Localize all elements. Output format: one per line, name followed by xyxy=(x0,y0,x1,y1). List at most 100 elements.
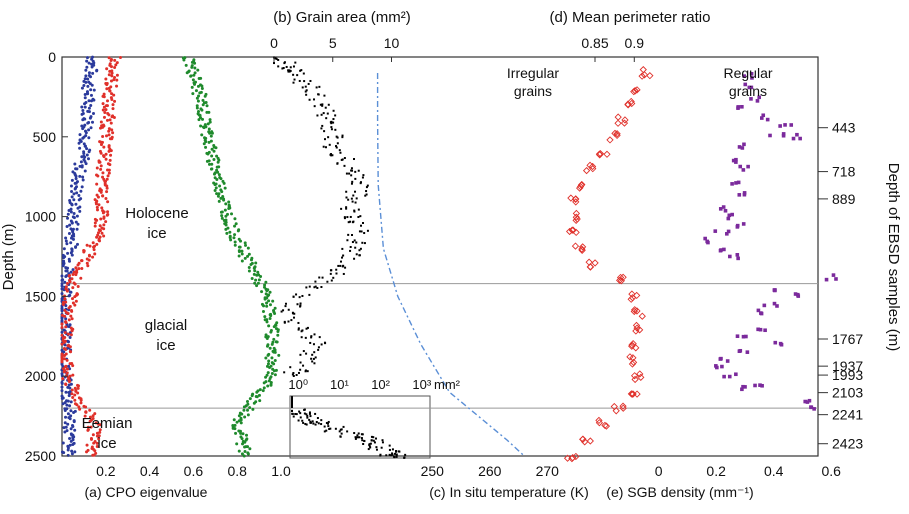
cpo-point-a1 xyxy=(69,241,73,245)
cpo-point-a3 xyxy=(233,233,237,237)
cpo-point-a1 xyxy=(76,222,80,226)
cpo-point-a2 xyxy=(95,208,99,212)
cpo-point-a1 xyxy=(91,71,95,75)
cpo-point-a1 xyxy=(86,84,90,88)
grain-point xyxy=(335,272,338,275)
perimeter-point xyxy=(624,101,632,109)
grain-point xyxy=(317,93,320,96)
cpo-point-a3 xyxy=(243,445,247,449)
sgb-point xyxy=(762,303,767,308)
cpo-point-a1 xyxy=(70,203,74,207)
cpo-point-a3 xyxy=(262,381,266,385)
cpo-point-a1 xyxy=(66,412,70,416)
cpo-point-a3 xyxy=(239,239,243,243)
cpo-point-a3 xyxy=(197,118,201,122)
sgb-point xyxy=(736,105,740,109)
cpo-point-a2 xyxy=(71,286,75,290)
cpo-point-a2 xyxy=(102,145,106,149)
cpo-point-a1 xyxy=(68,404,72,408)
inset-grain-point xyxy=(320,423,323,426)
cpo-point-a1 xyxy=(64,239,68,243)
cpo-point-a2 xyxy=(108,118,112,122)
sgb-point xyxy=(746,164,750,169)
cpo-point-a2 xyxy=(67,380,71,384)
cpo-point-a2 xyxy=(60,342,64,346)
cpo-point-a2 xyxy=(69,314,73,318)
cpo-point-a3 xyxy=(204,140,208,144)
cpo-point-a1 xyxy=(77,198,81,202)
inset-grain-point xyxy=(367,448,370,451)
cpo-point-a2 xyxy=(104,108,108,112)
grain-point xyxy=(318,276,321,279)
cpo-point-a2 xyxy=(95,235,99,239)
inset-grain-point xyxy=(391,448,394,451)
cpo-point-a1 xyxy=(82,83,86,87)
grain-point xyxy=(351,200,354,203)
cpo-point-a2 xyxy=(77,396,81,400)
sgb-point xyxy=(738,164,743,169)
perimeter-point xyxy=(628,99,636,108)
grain-point xyxy=(350,169,353,172)
perimeter-point xyxy=(606,136,614,144)
cpo-point-a2 xyxy=(110,69,114,73)
cpo-point-a2 xyxy=(65,358,69,362)
perimeter-point xyxy=(578,180,586,189)
cpo-point-a2 xyxy=(70,317,74,321)
sgb-point xyxy=(807,398,812,403)
cpo-point-a2 xyxy=(60,356,64,360)
cpo-point-a1 xyxy=(74,177,78,181)
perimeter-point xyxy=(633,307,641,315)
sgb-point xyxy=(753,383,757,388)
cpo-point-a1 xyxy=(83,77,87,81)
grain-point xyxy=(316,286,319,289)
cpo-point-a3 xyxy=(223,186,227,190)
cpo-point-a1 xyxy=(71,237,75,241)
cpo-point-a2 xyxy=(102,223,106,227)
grain-point xyxy=(326,280,329,283)
cpo-point-a1 xyxy=(79,140,83,144)
cpo-point-a2 xyxy=(93,412,97,416)
inset-grain-point xyxy=(299,412,302,415)
cpo-point-a3 xyxy=(197,94,201,98)
sgb-point xyxy=(725,232,729,236)
perimeter-point xyxy=(573,215,581,223)
inset-grain-point xyxy=(291,399,293,402)
grain-point xyxy=(283,320,286,323)
annotation-eemian: Eemian xyxy=(82,415,133,432)
perimeter-point xyxy=(582,166,591,175)
cpo-point-a3 xyxy=(208,118,212,122)
cpo-tick-label: 0.8 xyxy=(227,463,247,479)
cpo-point-a1 xyxy=(83,102,87,106)
climate-dividers xyxy=(62,283,818,409)
cpo-point-a1 xyxy=(61,402,65,406)
inset-grain-point xyxy=(314,423,317,426)
sgb-point xyxy=(728,254,732,259)
grain-point xyxy=(274,57,277,60)
cpo-point-a3 xyxy=(262,304,266,308)
cpo-point-a3 xyxy=(233,224,237,228)
grain-point xyxy=(332,121,335,124)
perimeter-tick-label: 0.85 xyxy=(581,35,608,51)
cpo-point-a2 xyxy=(104,157,108,161)
sgb-point xyxy=(741,168,746,172)
cpo-point-a2 xyxy=(112,115,116,119)
label-perimeter-axis: (d) Mean perimeter ratio xyxy=(550,9,711,26)
grain-point xyxy=(293,312,296,315)
sgb-point xyxy=(775,304,779,308)
cpo-point-a1 xyxy=(60,396,64,400)
perimeter-point xyxy=(616,273,625,282)
cpo-point-a2 xyxy=(113,75,117,79)
perimeter-point xyxy=(633,86,641,94)
grain-point xyxy=(307,82,310,85)
cpo-point-a1 xyxy=(65,225,69,229)
cpo-point-a1 xyxy=(66,216,70,220)
grain-point xyxy=(304,85,307,88)
cpo-point-a1 xyxy=(68,290,72,294)
cpo-point-a1 xyxy=(90,99,94,103)
grain-point xyxy=(352,220,355,223)
grain-point xyxy=(343,217,346,220)
grain-point xyxy=(357,169,360,172)
cpo-point-a3 xyxy=(249,263,253,267)
inset-grain-point xyxy=(342,425,345,428)
sgb-point xyxy=(743,82,748,87)
